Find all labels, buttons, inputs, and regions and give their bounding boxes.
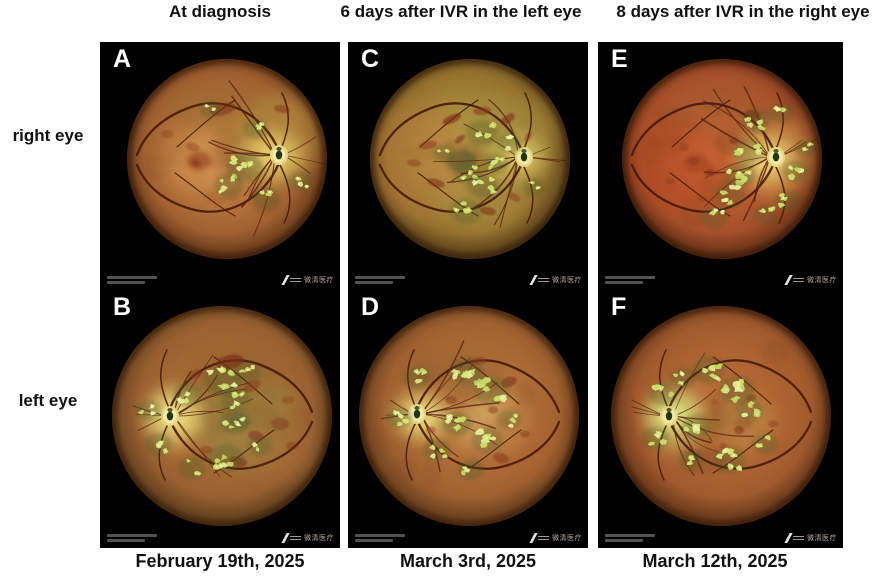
device-watermark: 微清医疗 bbox=[529, 533, 582, 543]
device-watermark: 微清医疗 bbox=[529, 275, 582, 285]
column-header-8-days-after-ivr: 8 days after IVR in the right eye bbox=[616, 2, 870, 21]
fundus-photo-A bbox=[100, 42, 340, 290]
device-watermark: 微清医疗 bbox=[281, 533, 334, 543]
panel-label: B bbox=[113, 293, 132, 321]
device-watermark-text: 微清医疗 bbox=[304, 277, 334, 284]
device-watermark: 微清医疗 bbox=[281, 275, 334, 285]
caption-date-feb-19: February 19th, 2025 bbox=[135, 551, 305, 571]
caption-date-mar-12: March 12th, 2025 bbox=[642, 551, 788, 571]
capture-metadata-text bbox=[355, 276, 405, 284]
capture-metadata-text bbox=[605, 534, 655, 542]
fundus-photo-C bbox=[348, 42, 588, 290]
device-watermark: 微清医疗 bbox=[784, 275, 837, 285]
capture-metadata-text bbox=[355, 534, 405, 542]
row-label-right-eye: right eye bbox=[12, 126, 84, 145]
fundus-photo-B bbox=[100, 290, 340, 548]
panel-label: C bbox=[361, 45, 380, 73]
device-watermark-text: 微清医疗 bbox=[807, 277, 837, 284]
panel-A: A 微清医疗 bbox=[100, 42, 340, 290]
panel-B: B 微清医疗 bbox=[100, 290, 340, 548]
panel-label: E bbox=[611, 45, 628, 73]
panel-D: D 微清医疗 bbox=[348, 290, 588, 548]
fundus-photo-E bbox=[598, 42, 843, 290]
fundus-photo-D bbox=[348, 290, 588, 548]
panel-label: F bbox=[611, 293, 627, 321]
column-header-6-days-after-ivr: 6 days after IVR in the left eye bbox=[340, 2, 582, 21]
capture-metadata-text bbox=[107, 534, 157, 542]
device-watermark-text: 微清医疗 bbox=[552, 535, 582, 542]
panel-E: E 微清医疗 bbox=[598, 42, 843, 290]
row-label-left-eye: left eye bbox=[18, 391, 78, 410]
capture-metadata-text bbox=[107, 276, 157, 284]
panel-label: A bbox=[113, 45, 132, 73]
device-watermark-text: 微清医疗 bbox=[807, 535, 837, 542]
panel-label: D bbox=[361, 293, 380, 321]
capture-metadata-text bbox=[605, 276, 655, 284]
device-watermark-text: 微清医疗 bbox=[552, 277, 582, 284]
panel-F: F 微清医疗 bbox=[598, 290, 843, 548]
column-header-at-diagnosis: At diagnosis bbox=[168, 2, 271, 21]
caption-date-mar-3: March 3rd, 2025 bbox=[399, 551, 537, 571]
panel-C: C 微清医疗 bbox=[348, 42, 588, 290]
fundus-photo-F bbox=[598, 290, 843, 548]
device-watermark: 微清医疗 bbox=[784, 533, 837, 543]
device-watermark-text: 微清医疗 bbox=[304, 535, 334, 542]
